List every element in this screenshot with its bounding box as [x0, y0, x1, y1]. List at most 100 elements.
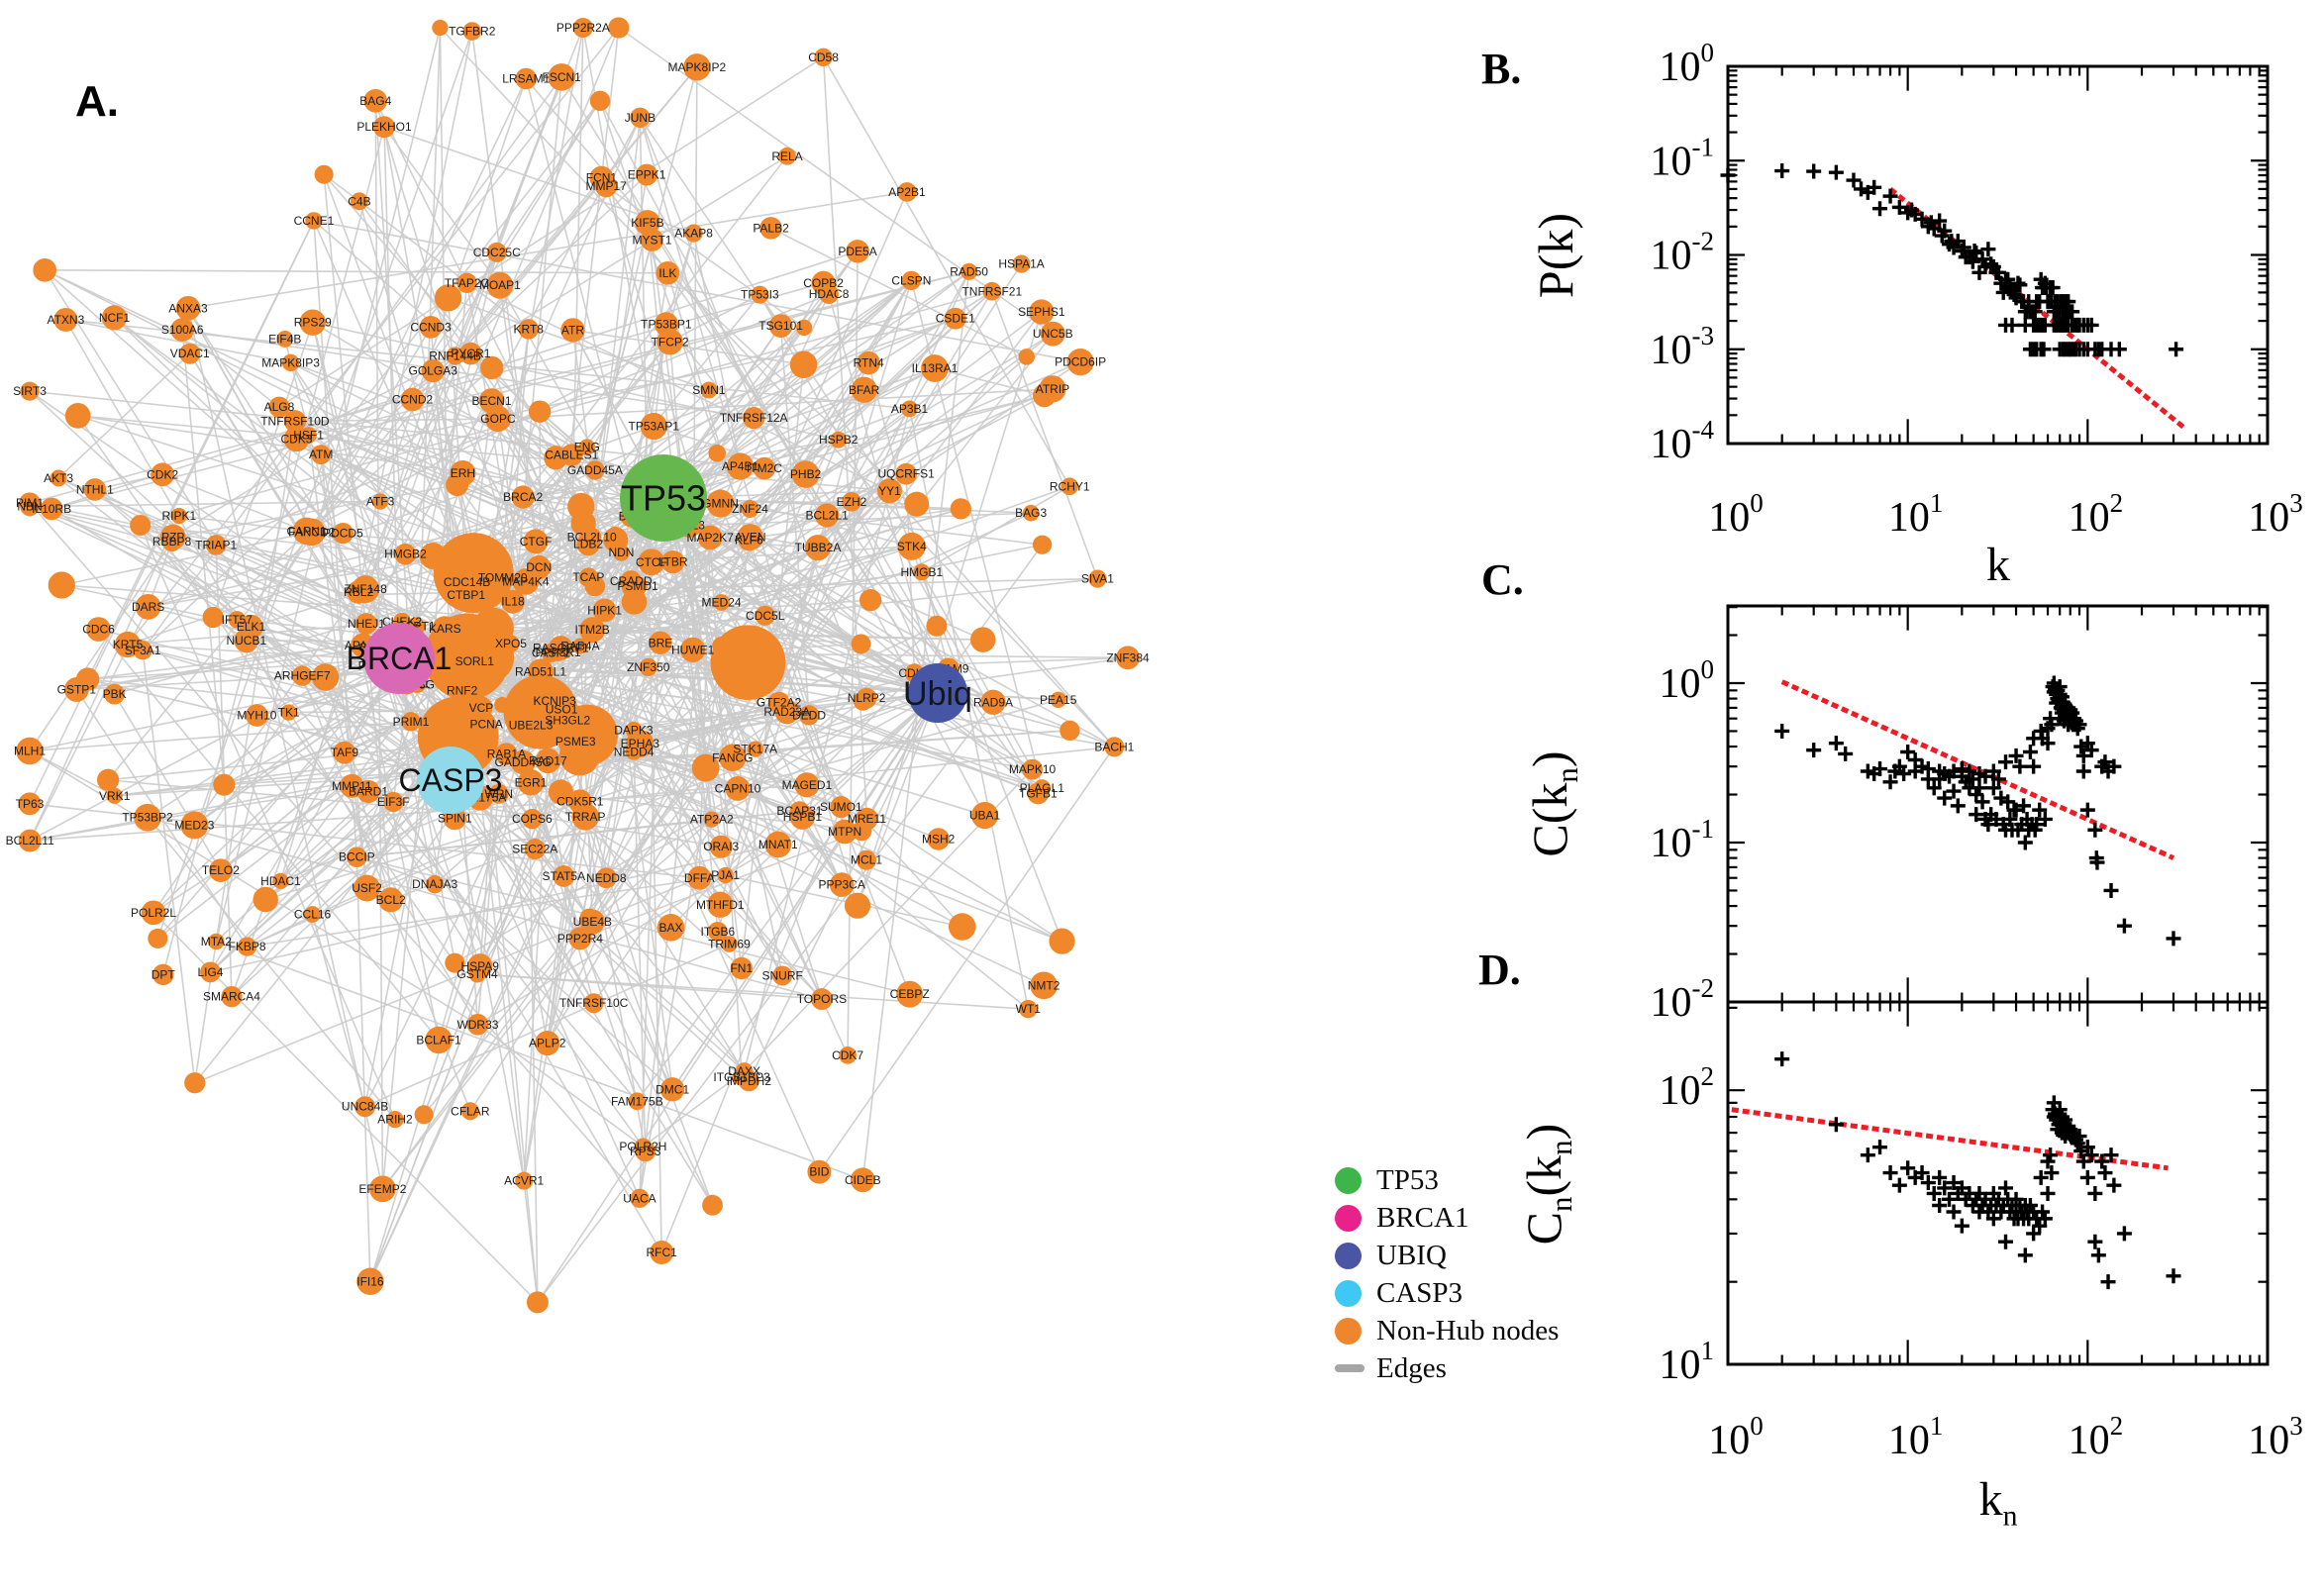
network-node: [650, 1241, 674, 1264]
network-node: [454, 570, 479, 595]
network-node: [495, 743, 518, 765]
network-node: [1104, 737, 1125, 757]
network-node: [528, 658, 554, 685]
network-node: [927, 828, 950, 850]
network-node: [354, 1096, 376, 1118]
network-node: [141, 900, 166, 926]
network-node: [719, 744, 747, 772]
hub-label: Ubiq: [903, 675, 972, 713]
tick-label: 101: [1888, 1411, 1944, 1463]
network-node: [656, 914, 685, 942]
legend-item-edges: Edges: [1335, 1352, 1559, 1384]
network-node: [717, 866, 734, 884]
network-node: [798, 705, 820, 726]
hub-node-tp53: [620, 454, 707, 542]
network-node: [708, 444, 727, 462]
network-node: [851, 634, 871, 654]
network-node: [680, 637, 706, 662]
network-node: [579, 617, 606, 644]
network-node: [355, 613, 377, 635]
network-node: [491, 565, 515, 590]
network-node: [53, 307, 78, 332]
tick-label: 103: [2248, 488, 2303, 541]
network-node: [135, 593, 161, 620]
panel-label-b: B.: [1481, 45, 1522, 93]
network-node: [517, 769, 545, 796]
network-node: [592, 598, 617, 623]
network-node: [205, 535, 227, 555]
hub-label: BRCA1: [347, 641, 453, 676]
network-node: [630, 107, 651, 128]
network-node: [683, 53, 711, 81]
network-node: [767, 691, 790, 714]
panel-label-a: A.: [75, 77, 119, 126]
network-node: [876, 478, 902, 504]
network-node: [556, 708, 580, 733]
network-node: [553, 865, 575, 887]
network-node: [707, 891, 734, 918]
network-node: [691, 753, 720, 782]
network-node: [101, 305, 128, 331]
network-node: [221, 985, 243, 1008]
network-node: [332, 522, 354, 545]
network-node: [400, 387, 425, 412]
network-node: [656, 329, 683, 355]
network-node: [759, 217, 782, 240]
network-node: [811, 270, 836, 295]
network-node: [151, 462, 174, 487]
plot-panel-d: 102 101 100 101 102 103 Cn​(kn​) kn​: [1516, 1000, 2303, 1533]
network-node: [830, 431, 848, 449]
tick-label: 101: [1660, 1336, 1715, 1388]
tick-label: 102: [1660, 1061, 1715, 1114]
tick-label: 103: [2248, 1411, 2303, 1463]
network-node: [741, 500, 759, 518]
network-node: [859, 589, 882, 612]
network-node: [526, 1291, 549, 1314]
network-node: [523, 529, 549, 554]
network-node: [96, 768, 120, 791]
network-node: [544, 446, 568, 470]
network-node: [856, 849, 877, 870]
hub-node-brca1: [363, 623, 435, 694]
network-node: [842, 491, 861, 512]
network-node: [468, 965, 486, 983]
network-node: [1060, 477, 1079, 496]
tick-label: 10-3: [1651, 321, 1715, 373]
network-node: [272, 872, 289, 889]
hub-node-ubiq: [908, 663, 967, 723]
network-node: [743, 407, 765, 430]
axis-label: kn​: [1979, 1473, 2018, 1533]
network-node: [515, 67, 538, 90]
legend-item-ubiq: UBIQ: [1335, 1240, 1559, 1271]
network-node: [702, 1194, 723, 1216]
network-node: [628, 1092, 647, 1111]
axis-ticks: [1726, 1002, 2270, 1366]
network-node: [595, 867, 617, 889]
network-node: [462, 22, 482, 41]
legend-label: Non-Hub nodes: [1376, 1314, 1560, 1347]
network-node: [712, 637, 730, 654]
hub-node-casp3: [417, 747, 484, 814]
network-node: [394, 543, 417, 565]
network-node: [950, 498, 971, 520]
network-node: [434, 284, 462, 312]
network-node: [350, 192, 368, 211]
network-node: [721, 936, 738, 952]
tick-label: 102: [2069, 488, 2124, 541]
network-node: [579, 908, 599, 929]
network-node: [660, 1077, 685, 1102]
tick-label: 100: [1660, 654, 1715, 707]
legend-item-tp53: TP53: [1335, 1164, 1559, 1196]
network-node: [209, 858, 233, 883]
panel-label-d: D.: [1478, 946, 1521, 994]
network-node: [480, 355, 504, 380]
network-node: [170, 318, 195, 342]
network-node: [314, 164, 334, 184]
scatter-points: [1774, 675, 2181, 947]
network-node: [467, 654, 485, 673]
network-node: [572, 17, 593, 39]
network-node: [421, 359, 445, 383]
network-node: [83, 478, 107, 501]
tick-label: 100: [1708, 1411, 1764, 1463]
network-node: [64, 403, 91, 429]
